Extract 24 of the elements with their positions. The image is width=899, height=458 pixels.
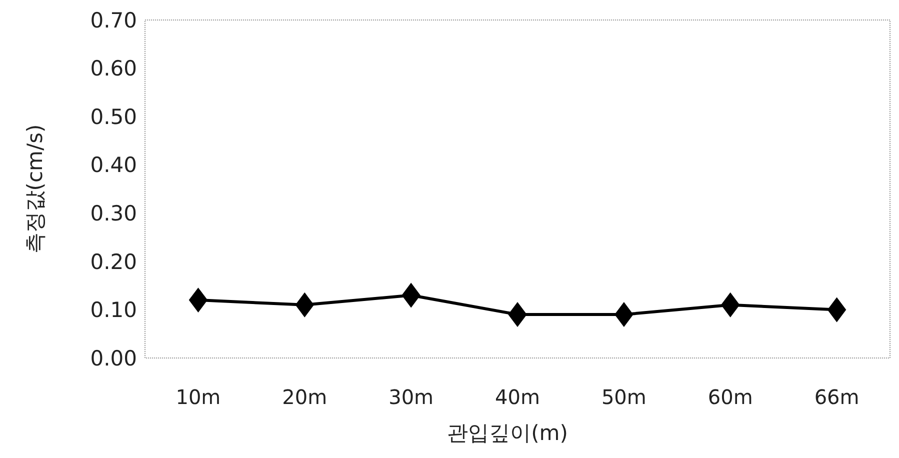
point: [188, 288, 208, 313]
point: [720, 292, 740, 318]
y-axis-title: 측정값(cm/s): [23, 124, 47, 254]
y-tick-label: 0.20: [90, 250, 137, 274]
x-tick-label: 40m: [495, 385, 540, 409]
x-axis-title: 관입깊이(m): [447, 421, 568, 445]
y-tick-label: 0.70: [90, 8, 137, 32]
x-tick-label: 20m: [282, 385, 328, 409]
x-tick-label: 66m: [814, 385, 860, 409]
point: [827, 297, 846, 322]
x-tick-label: 60m: [708, 385, 753, 409]
y-tick-label: 0.30: [90, 201, 137, 226]
y-tick-label: 0.50: [90, 104, 137, 129]
x-tick-label: 30m: [388, 385, 434, 409]
point: [614, 302, 634, 328]
y-tick-label: 0.10: [90, 298, 137, 322]
y-tick-label: 0.60: [90, 56, 137, 81]
y-tick-label: 0.40: [90, 153, 137, 178]
point: [402, 282, 420, 308]
point: [508, 302, 527, 328]
point: [295, 292, 314, 318]
x-tick-label: 10m: [176, 385, 221, 409]
y-tick-label: 0.00: [90, 346, 137, 370]
x-tick-label: 50m: [601, 385, 646, 409]
